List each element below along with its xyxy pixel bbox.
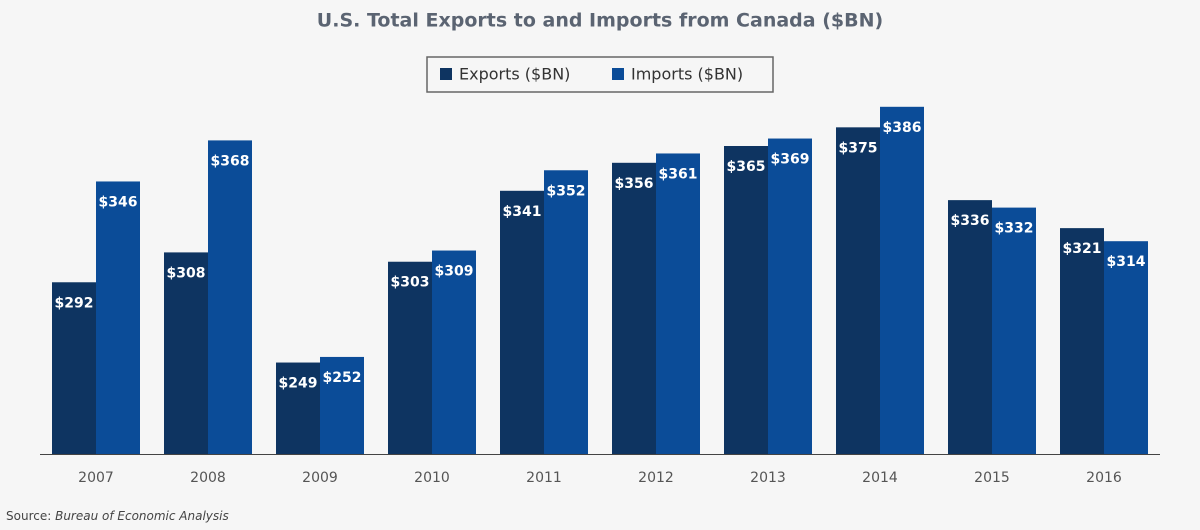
bar bbox=[500, 190, 544, 455]
x-tick-label: 2010 bbox=[414, 470, 450, 486]
x-tick-label: 2007 bbox=[78, 470, 114, 486]
bar bbox=[96, 181, 140, 454]
value-label: $346 bbox=[99, 194, 138, 210]
value-label: $341 bbox=[503, 204, 542, 220]
bar bbox=[1060, 228, 1104, 454]
value-label: $308 bbox=[167, 265, 206, 281]
legend-swatch bbox=[440, 68, 452, 80]
value-label: $249 bbox=[279, 376, 318, 392]
value-label: $309 bbox=[435, 264, 474, 280]
value-label: $336 bbox=[951, 213, 990, 229]
bar bbox=[880, 106, 924, 455]
chart-title: U.S. Total Exports to and Imports from C… bbox=[317, 10, 883, 32]
legend-swatch bbox=[612, 68, 624, 80]
legend-label: Exports ($BN) bbox=[459, 65, 570, 84]
bar bbox=[164, 252, 208, 454]
x-tick-label: 2015 bbox=[974, 470, 1010, 486]
bar bbox=[544, 170, 588, 454]
x-tick-label: 2013 bbox=[750, 470, 786, 486]
x-tick-label: 2009 bbox=[302, 470, 338, 486]
value-label: $303 bbox=[391, 275, 430, 291]
value-label: $292 bbox=[55, 295, 94, 311]
bar bbox=[320, 356, 364, 454]
legend-label: Imports ($BN) bbox=[631, 65, 743, 84]
bar bbox=[388, 261, 432, 454]
bar bbox=[992, 207, 1036, 454]
value-label: $321 bbox=[1063, 241, 1102, 257]
bar bbox=[656, 153, 700, 454]
value-label: $369 bbox=[771, 152, 810, 168]
bar bbox=[208, 140, 252, 454]
x-tick-label: 2014 bbox=[862, 470, 898, 486]
value-label: $252 bbox=[323, 370, 362, 386]
bar bbox=[52, 282, 96, 454]
bar bbox=[432, 250, 476, 454]
bar bbox=[768, 138, 812, 455]
value-label: $356 bbox=[615, 176, 654, 192]
value-label: $332 bbox=[995, 221, 1034, 237]
bar bbox=[612, 162, 656, 455]
value-label: $386 bbox=[883, 120, 922, 136]
legend-box bbox=[426, 56, 774, 93]
value-label: $368 bbox=[211, 153, 250, 169]
bar bbox=[724, 146, 768, 454]
value-label: $375 bbox=[839, 140, 878, 156]
value-label: $361 bbox=[659, 166, 698, 182]
bar bbox=[836, 127, 880, 454]
bar bbox=[948, 200, 992, 454]
source: Source: Bureau of Economic Analysis bbox=[6, 509, 229, 523]
bar bbox=[1104, 241, 1148, 454]
value-label: $314 bbox=[1107, 254, 1146, 270]
source-prefix: Source: bbox=[6, 509, 51, 523]
value-label: $352 bbox=[547, 183, 586, 199]
x-tick-label: 2016 bbox=[1086, 470, 1122, 486]
source-name: Bureau of Economic Analysis bbox=[55, 509, 229, 523]
x-tick-label: 2008 bbox=[190, 470, 226, 486]
value-label: $365 bbox=[727, 159, 766, 175]
x-tick-label: 2011 bbox=[526, 470, 562, 486]
bar bbox=[276, 362, 320, 454]
x-tick-label: 2012 bbox=[638, 470, 674, 486]
